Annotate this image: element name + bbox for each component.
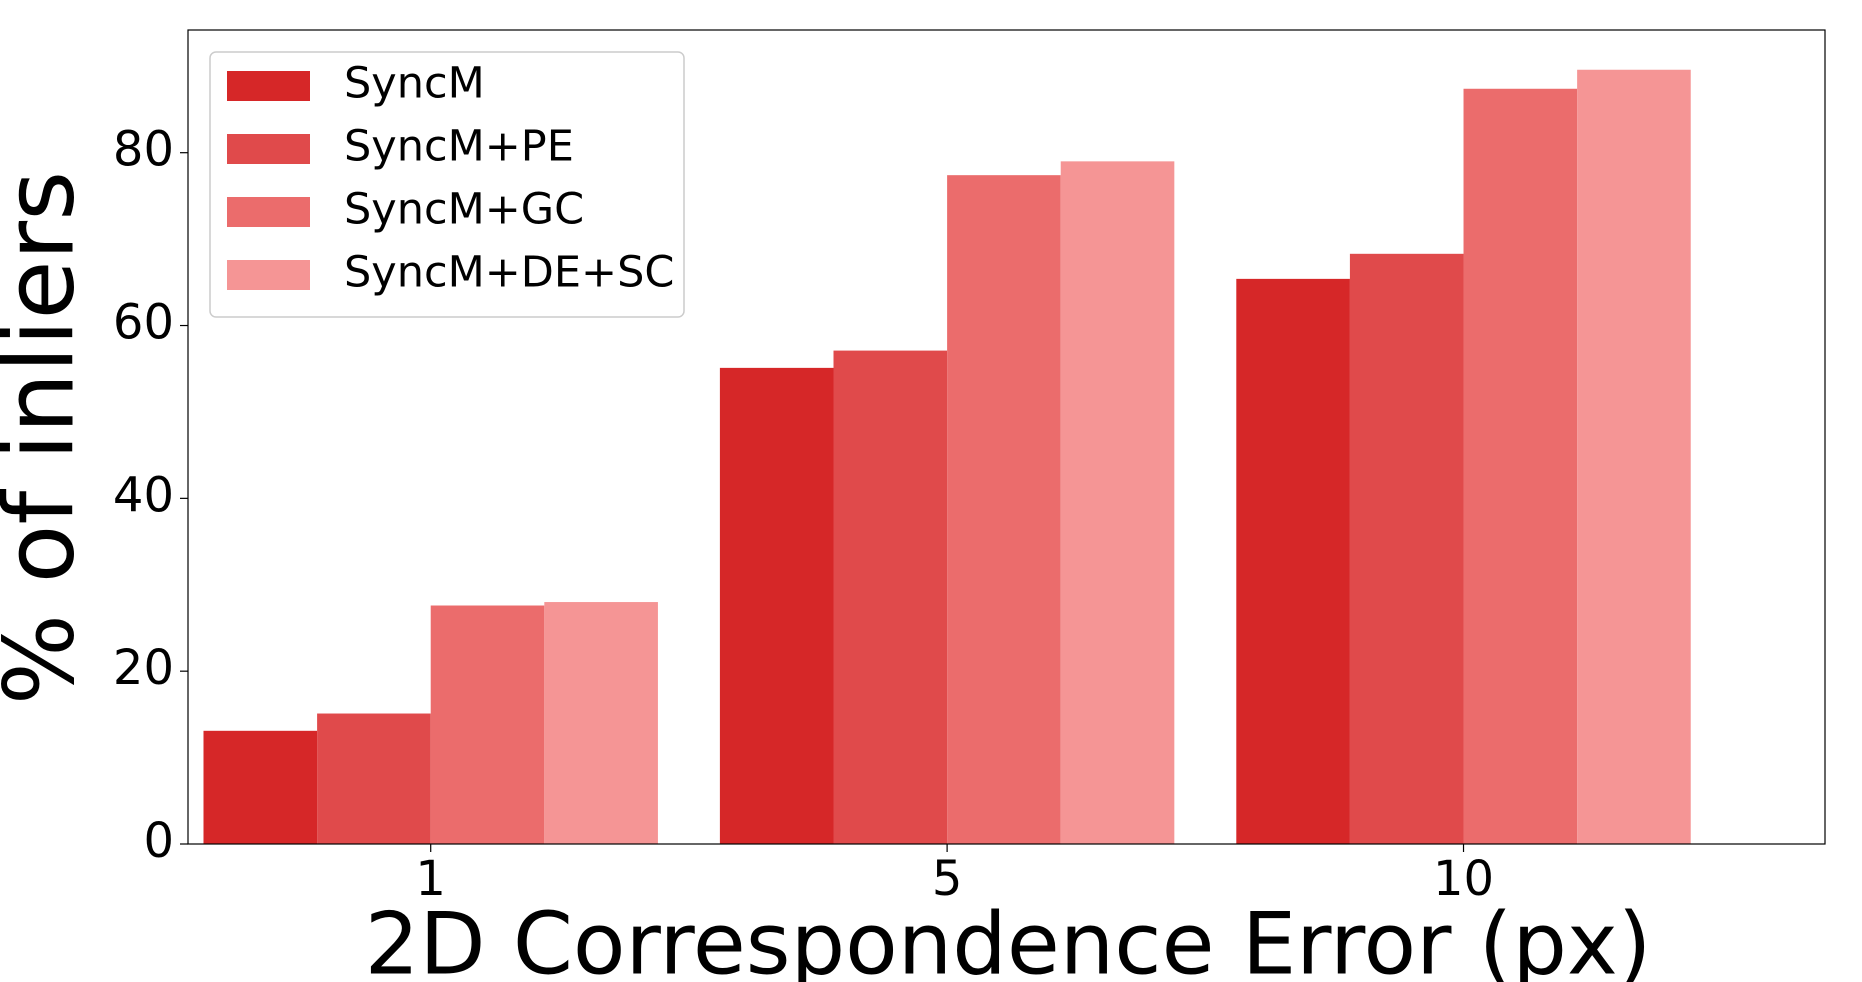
legend-box	[209, 51, 685, 318]
y-axis-label: % of inliers	[0, 171, 95, 705]
bar	[203, 730, 318, 844]
bar	[317, 713, 431, 844]
legend-label: SyncM+DE+SC	[344, 248, 674, 298]
y-tick-label: 0	[143, 813, 174, 869]
y-tick-label: 20	[113, 640, 174, 696]
bar	[1577, 69, 1691, 845]
bar	[947, 175, 1061, 844]
bar	[719, 367, 834, 844]
x-tick-label: 1	[415, 851, 446, 907]
legend-swatch	[227, 197, 310, 227]
plot-frame	[187, 29, 1826, 845]
legend-swatch	[227, 71, 310, 101]
legend-swatch	[227, 260, 310, 290]
legend-label: SyncM	[344, 59, 485, 109]
bar	[833, 350, 948, 844]
bar	[430, 605, 545, 844]
bar	[1060, 161, 1175, 844]
x-tick-label: 10	[1433, 851, 1494, 907]
bar	[1463, 88, 1578, 845]
legend-label: SyncM+PE	[344, 122, 574, 172]
legend-swatch	[227, 134, 310, 164]
bar	[544, 602, 658, 844]
y-tick-label: 60	[113, 295, 174, 351]
legend-label: SyncM+GC	[344, 185, 584, 235]
x-tick-label: 5	[932, 851, 963, 907]
bar	[1349, 253, 1464, 845]
y-tick-label: 40	[113, 467, 174, 523]
y-tick-label: 80	[113, 122, 174, 178]
x-axis-label: 2D Correspondence Error (px)	[365, 894, 1652, 982]
bar	[1236, 278, 1350, 845]
